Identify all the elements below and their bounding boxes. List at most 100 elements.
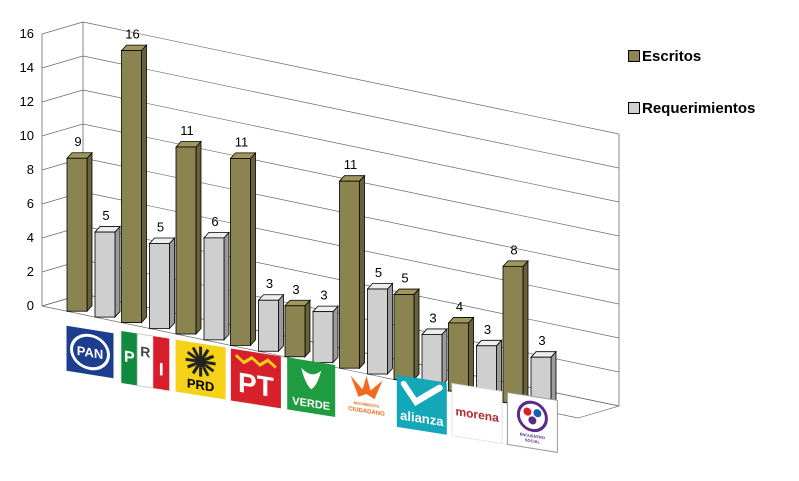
prd-logo-sun (194, 355, 207, 368)
bar-requerimientos-3-top (203, 231, 230, 239)
prd-logo-ray (186, 350, 197, 359)
pan-logo-icon: PAN (63, 322, 117, 382)
prd-logo-ray (191, 365, 199, 375)
data-label: 5 (157, 219, 164, 234)
data-label: 16 (125, 27, 139, 42)
data-label: 5 (401, 271, 408, 286)
pt-logo-icon: PT (230, 348, 281, 409)
bar-escritos-3-front (175, 146, 197, 335)
prd-logo-ray (185, 357, 195, 363)
bar-requerimientos-3-side (223, 231, 230, 341)
bar-escritos-3-top (175, 141, 202, 148)
prd-logo-text: PRD (187, 376, 214, 395)
bar-escritos-5-side (304, 299, 311, 358)
bar-escritos-4-top (229, 152, 257, 159)
bar-escritos-5-top (284, 299, 311, 307)
bar-requerimientos-2 (148, 236, 176, 330)
gridline (82, 89, 620, 203)
gridline-depth (41, 123, 84, 137)
bar-requerimientos-9 (530, 350, 557, 410)
bar-requerimientos-5-top (312, 305, 339, 313)
pri-logo-r: R (140, 343, 150, 361)
pt-logo-star (234, 354, 277, 369)
mc-logo-text-1: MOVIMIENTO (354, 400, 380, 409)
legend-swatch-requerimientos (628, 102, 640, 114)
legend-item-requerimientos[interactable]: Requerimientos (628, 96, 755, 120)
bar-requerimientos-4-front (258, 299, 279, 352)
legend: Escritos Requerimientos (628, 44, 755, 148)
bar-escritos-7-side (413, 288, 420, 381)
bar-escritos-7-top (393, 288, 420, 295)
prd-logo-ray (186, 362, 197, 369)
bar-requerimientos-3 (203, 231, 230, 341)
bar-requerimientos-5-front (312, 311, 334, 364)
bar-escritos-1-top (66, 152, 93, 159)
bar-requerimientos-7-front (421, 334, 443, 386)
bar-escritos-4-side (250, 151, 256, 347)
bar-escritos-6 (338, 174, 366, 370)
legend-item-escritos[interactable]: Escritos (628, 44, 755, 68)
bar-requerimientos-1-top (94, 226, 121, 233)
bar-escritos-6-side (359, 174, 365, 370)
verde-logo-icon: VERDE (287, 357, 336, 418)
gridline-depth (41, 89, 84, 103)
mc-logo-eagle (350, 375, 383, 400)
bar-escritos-4-front (230, 157, 251, 346)
data-label: 4 (456, 299, 463, 314)
data-label: 3 (484, 322, 491, 337)
prd-logo-ray (205, 354, 215, 361)
alianza-logo-check (400, 380, 443, 406)
data-label: 11 (180, 123, 194, 138)
bar-requerimientos-4 (257, 293, 285, 353)
mc-logo-text-2: CIUDADANO (348, 406, 385, 418)
bar-requerimientos-3-front (203, 237, 225, 341)
data-label: 11 (235, 134, 249, 149)
bar-requerimientos-4-top (257, 294, 285, 301)
bar-requerimientos-2-front (149, 243, 170, 329)
bar-requerimientos-6 (366, 282, 394, 376)
bar-escritos-8 (447, 316, 475, 392)
legend-label-requerimientos: Requerimientos (642, 99, 756, 117)
data-label: 5 (375, 265, 382, 280)
bar-requerimientos-6-top (366, 283, 394, 290)
bar-escritos-4 (229, 151, 257, 347)
y-axis-ticks: 0 2 4 6 8 10 12 14 16 (20, 26, 34, 313)
data-label: 3 (266, 276, 273, 291)
bar-requerimientos-2-top (148, 237, 176, 244)
bar-escritos-9-front (502, 265, 524, 403)
data-label: 3 (292, 282, 299, 297)
data-label: 6 (211, 214, 218, 229)
bar-escritos-1-front (66, 157, 88, 312)
prd-logo-ray (205, 364, 215, 373)
legend-swatch-escritos (628, 50, 640, 62)
pt-logo-text: PT (238, 366, 274, 403)
morena-logo-icon: morena (451, 383, 503, 445)
bar-requerimientos-5-side (332, 305, 339, 364)
es-logo-dot-purple (528, 416, 537, 425)
bar-escritos-9 (502, 259, 529, 404)
bar-requerimientos-6-front (367, 288, 388, 375)
pri-logo-icon: P RI (121, 330, 170, 391)
prd-logo-ray (191, 346, 199, 357)
y-tick-label: 6 (27, 196, 34, 211)
alianza-logo-text: alianza (400, 407, 444, 429)
data-label: 5 (102, 208, 109, 223)
pan-logo-text: PAN (77, 343, 103, 362)
bar-escritos-3 (175, 140, 202, 336)
bar-requerimientos-8-top (475, 339, 503, 347)
y-tick-label: 0 (27, 298, 34, 313)
y-tick-label: 2 (27, 264, 34, 279)
data-label: 8 (510, 242, 517, 257)
bar-requerimientos-6-side (387, 282, 393, 376)
prd-logo-ray (202, 366, 210, 377)
bars (66, 44, 557, 410)
bar-escritos-9-top (502, 260, 529, 267)
bar-escritos-5-front (284, 305, 306, 358)
data-label: 3 (538, 333, 545, 348)
bar-requerimientos-7-top (421, 328, 448, 335)
y-tick-label: 8 (27, 162, 34, 177)
